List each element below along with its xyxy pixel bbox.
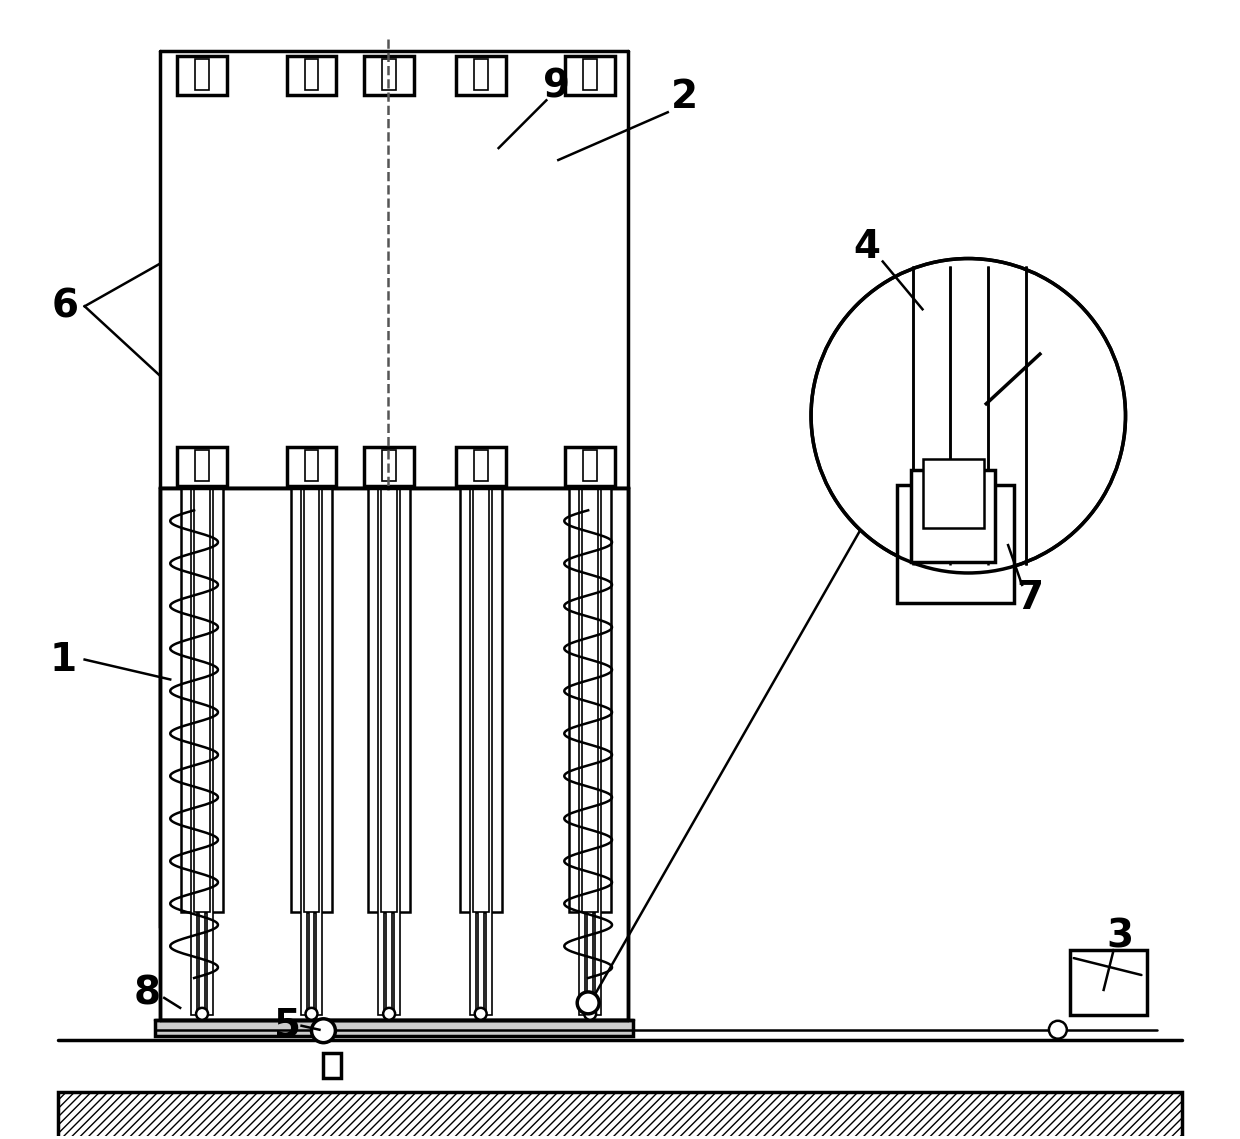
Bar — [304, 483, 320, 912]
Bar — [910, 470, 996, 562]
Bar — [365, 56, 414, 96]
Bar — [583, 450, 598, 482]
Bar — [472, 483, 489, 912]
Circle shape — [1049, 1021, 1066, 1039]
Circle shape — [305, 1008, 317, 1019]
Bar — [897, 485, 1014, 603]
Bar — [191, 489, 197, 1015]
Bar — [381, 483, 397, 912]
Bar — [583, 58, 598, 90]
Bar — [477, 489, 484, 1015]
Text: 9: 9 — [543, 67, 570, 106]
Bar — [181, 483, 223, 912]
Bar — [195, 58, 210, 90]
Bar — [300, 489, 306, 1015]
Bar — [382, 450, 396, 482]
Bar — [195, 483, 210, 912]
Text: 2: 2 — [671, 79, 698, 116]
Bar — [1070, 950, 1147, 1015]
Bar — [474, 58, 487, 90]
Bar — [177, 446, 227, 486]
Bar — [565, 56, 615, 96]
Bar — [595, 489, 601, 1015]
Circle shape — [577, 992, 599, 1014]
Bar — [386, 489, 392, 1015]
Bar — [474, 450, 487, 482]
Text: 7: 7 — [1017, 579, 1044, 617]
Bar — [378, 489, 384, 1015]
Bar — [565, 446, 615, 486]
Text: 1: 1 — [50, 640, 77, 679]
Text: 8: 8 — [134, 975, 161, 1013]
Bar — [456, 56, 506, 96]
Bar — [195, 450, 210, 482]
Bar — [486, 489, 491, 1015]
Text: 4: 4 — [853, 228, 880, 265]
Circle shape — [383, 1008, 396, 1019]
Bar — [290, 483, 332, 912]
Circle shape — [196, 1008, 208, 1019]
Bar — [286, 56, 336, 96]
Bar — [286, 446, 336, 486]
Bar — [316, 489, 322, 1015]
Bar — [470, 489, 476, 1015]
Bar — [58, 1092, 1182, 1139]
Bar — [588, 489, 593, 1015]
Bar — [382, 58, 396, 90]
Bar — [365, 446, 414, 486]
Bar — [207, 489, 213, 1015]
Circle shape — [475, 1008, 486, 1019]
Bar — [456, 446, 506, 486]
Bar — [305, 450, 319, 482]
Bar — [309, 489, 315, 1015]
Bar — [160, 489, 627, 1019]
Bar — [923, 459, 985, 528]
Bar — [460, 483, 502, 912]
Text: 3: 3 — [1106, 917, 1133, 956]
Bar — [324, 1052, 341, 1077]
Circle shape — [584, 1008, 596, 1019]
Circle shape — [311, 1018, 335, 1042]
Text: 6: 6 — [51, 287, 78, 326]
Bar — [200, 489, 205, 1015]
Bar — [569, 483, 611, 912]
Bar — [177, 56, 227, 96]
Bar — [155, 1019, 632, 1035]
Bar — [305, 58, 319, 90]
Bar — [583, 483, 598, 912]
Bar — [579, 489, 585, 1015]
Bar — [160, 489, 627, 926]
Bar — [368, 483, 410, 912]
Text: 5: 5 — [274, 1007, 301, 1044]
Bar — [394, 489, 401, 1015]
Circle shape — [811, 259, 1126, 573]
